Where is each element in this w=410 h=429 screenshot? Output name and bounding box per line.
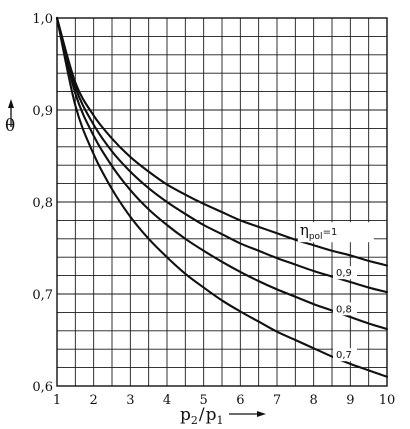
series-line <box>55 16 389 331</box>
x-axis-label: p2/p1 <box>180 405 224 427</box>
x-tick-label: 4 <box>163 393 171 408</box>
x-tick-label: 7 <box>273 393 281 408</box>
y-tick-label: 0,8 <box>32 196 53 211</box>
series-line <box>55 16 389 294</box>
y-axis-label: θ <box>5 116 15 136</box>
series-line <box>55 16 389 267</box>
grid <box>56 17 388 387</box>
x-tick-label: 6 <box>236 393 244 408</box>
plot-frame <box>56 17 388 387</box>
series-label: 0,8 <box>336 304 352 315</box>
y-axis-arrow-head <box>8 99 14 108</box>
series-label: ηpol=1 <box>300 221 338 242</box>
series-curves <box>55 16 389 378</box>
series-label: 0,9 <box>336 268 352 279</box>
series-label: 0,7 <box>336 350 352 361</box>
y-tick-label: 0,6 <box>32 380 53 395</box>
series-label-bg <box>333 266 357 280</box>
x-tick-label: 10 <box>379 393 396 408</box>
x-tick-label: 5 <box>200 393 208 408</box>
x-tick-label: 8 <box>310 393 318 408</box>
y-axis-label-group: θ <box>5 99 15 136</box>
y-tick-label: 1,0 <box>32 12 53 27</box>
y-tick-labels: 0,6 0,7 0,8 0,9 1,0 <box>32 12 53 395</box>
x-tick-label: 3 <box>126 393 134 408</box>
x-axis-arrow-head <box>257 411 266 417</box>
y-tick-label: 0,7 <box>32 288 53 303</box>
series-label-bg <box>333 302 357 316</box>
series-line <box>55 16 389 378</box>
x-axis-label-group: p2/p1 <box>180 405 266 427</box>
x-tick-labels: 1 2 3 4 5 6 7 8 9 10 <box>53 393 395 408</box>
series-label-bg <box>333 348 357 362</box>
x-tick-label: 9 <box>346 393 354 408</box>
x-tick-label: 1 <box>53 393 61 408</box>
x-tick-label: 2 <box>90 393 98 408</box>
series-label-bg <box>297 222 374 243</box>
series-labels: ηpol=1 0,9 0,8 0,7 <box>297 221 374 362</box>
y-tick-label: 0,9 <box>32 104 53 119</box>
